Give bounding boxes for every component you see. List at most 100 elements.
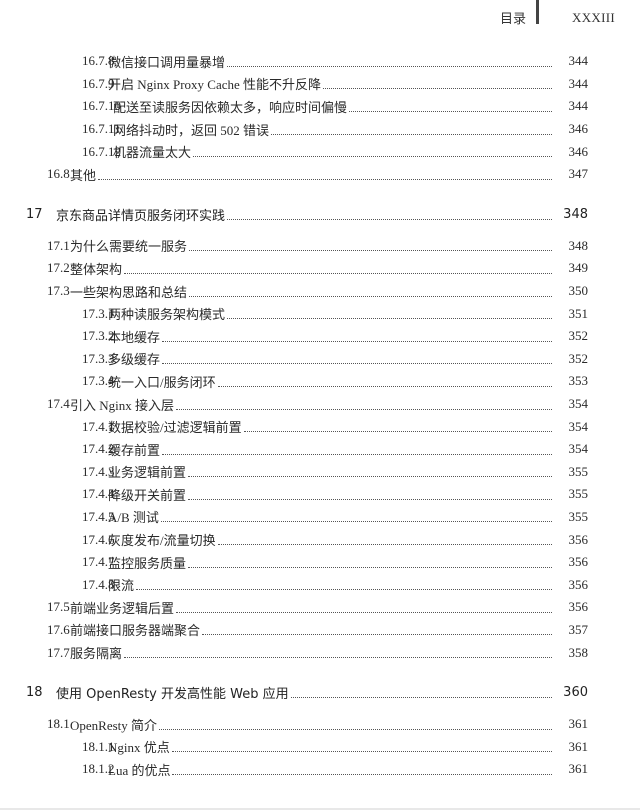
entry-title: 监控服务质量	[108, 555, 187, 571]
entry-page: 355	[568, 508, 589, 524]
toc-entry[interactable]: 18.1.2 Lua 的优点 361	[0, 758, 640, 781]
entry-title: 为什么需要统一服务	[70, 239, 188, 255]
dot-leader	[323, 88, 552, 90]
dot-leader	[188, 566, 552, 568]
toc-entry[interactable]: 17.7 服务隔离 358	[0, 641, 640, 664]
entry-page: 360	[563, 685, 588, 701]
toc-entry[interactable]: 17.3.4 统一入口/服务闭环 353	[0, 370, 640, 393]
toc-entry[interactable]: 18.1.1 Nginx 优点 361	[0, 735, 640, 758]
entry-page: 355	[568, 486, 589, 502]
toc-entry[interactable]: 17.4 引入 Nginx 接入层 354	[0, 393, 640, 416]
toc-entry[interactable]: 17.2 整体架构 349	[0, 257, 640, 280]
entry-number: 16.7.9	[82, 75, 115, 91]
table-of-contents: 16.7.8 微信接口调用量暴增 344 16.7.9 开启 Nginx Proxy C…	[0, 50, 640, 781]
entry-page: 361	[568, 716, 589, 732]
toc-chapter-entry[interactable]: 17 京东商品详情页服务闭环实践 348	[0, 203, 640, 227]
entry-page: 344	[568, 75, 589, 91]
toc-entry[interactable]: 17.5 前端业务逻辑后置 356	[0, 596, 640, 619]
dot-leader	[159, 728, 552, 730]
entry-page: 356	[568, 531, 589, 547]
toc-entry[interactable]: 17.4.8 限流 356	[0, 573, 640, 596]
dot-leader	[227, 219, 552, 221]
page-bottom-edge	[0, 808, 640, 810]
dot-leader	[124, 272, 552, 274]
entry-page: 354	[568, 418, 589, 434]
dot-leader	[188, 476, 552, 478]
entry-title: 本地缓存	[108, 329, 161, 345]
entry-page: 356	[568, 599, 589, 615]
toc-entry[interactable]: 16.7.10 配送至读服务因依赖太多，响应时间偏慢 344	[0, 95, 640, 118]
dot-leader	[217, 385, 552, 387]
entry-page: 344	[568, 53, 589, 69]
entry-page: 344	[568, 98, 589, 114]
toc-entry[interactable]: 17.4.2 缓存前置 354	[0, 438, 640, 461]
dot-leader	[349, 110, 552, 112]
dot-leader	[189, 250, 552, 252]
toc-entry[interactable]: 16.7.9 开启 Nginx Proxy Cache 性能不升反降 344	[0, 73, 640, 96]
entry-number: 17.5	[47, 599, 70, 615]
toc-entry[interactable]: 16.7.8 微信接口调用量暴增 344	[0, 50, 640, 73]
entry-number: 18	[26, 685, 43, 701]
entry-title: 业务逻辑前置	[108, 465, 187, 481]
toc-entry[interactable]: 18.1 OpenResty 简介 361	[0, 713, 640, 736]
entry-number: 17.3.4	[82, 373, 115, 389]
entry-number: 18.1	[47, 716, 70, 732]
toc-entry[interactable]: 16.7.11 网络抖动时，返回 502 错误 346	[0, 118, 640, 141]
toc-entry[interactable]: 16.8 其他 347	[0, 163, 640, 186]
toc-entry[interactable]: 17.4.6 灰度发布/流量切换 356	[0, 528, 640, 551]
dot-leader	[202, 634, 552, 636]
toc-entry[interactable]: 17.3 一些架构思路和总结 350	[0, 280, 640, 303]
toc-entry[interactable]: 17.6 前端接口服务器端聚合 357	[0, 619, 640, 642]
entry-page: 346	[568, 143, 589, 159]
header-divider	[536, 0, 539, 24]
toc-entry[interactable]: 17.4.4 降级开关前置 355	[0, 483, 640, 506]
entry-page: 361	[568, 761, 589, 777]
entry-title: 灰度发布/流量切换	[108, 533, 216, 549]
toc-entry[interactable]: 17.3.2 本地缓存 352	[0, 325, 640, 348]
entry-page: 349	[568, 260, 589, 276]
entry-number: 17.3.1	[82, 305, 115, 321]
toc-entry[interactable]: 17.1 为什么需要统一服务 348	[0, 235, 640, 258]
entry-page: 352	[568, 350, 589, 366]
entry-title: Nginx 优点	[108, 740, 170, 756]
entry-number: 17.3.3	[82, 350, 115, 366]
toc-chapter-entry[interactable]: 18 使用 OpenResty 开发高性能 Web 应用 360	[0, 681, 640, 705]
dot-leader	[243, 431, 552, 433]
entry-number: 18.1.1	[82, 738, 115, 754]
toc-entry[interactable]: 17.3.1 两种读服务架构模式 351	[0, 302, 640, 325]
entry-number: 17.4.8	[82, 576, 115, 592]
running-header-title: 目录	[500, 12, 527, 27]
entry-number: 18.1.2	[82, 761, 115, 777]
toc-entry[interactable]: 16.7.12 机器流量太大 346	[0, 140, 640, 163]
dot-leader	[172, 773, 552, 775]
entry-title: 缓存前置	[108, 442, 161, 458]
dot-leader	[162, 453, 552, 455]
entry-page: 351	[568, 305, 589, 321]
toc-entry[interactable]: 17.3.3 多级缓存 352	[0, 348, 640, 371]
dot-leader	[193, 156, 552, 158]
entry-page: 358	[568, 644, 589, 660]
dot-leader	[271, 133, 552, 135]
entry-number: 17.4.5	[82, 508, 115, 524]
dot-leader	[227, 318, 552, 320]
entry-page: 356	[568, 576, 589, 592]
entry-page: 356	[568, 554, 589, 570]
entry-title: 微信接口调用量暴增	[108, 54, 226, 70]
toc-entry[interactable]: 17.4.1 数据校验/过滤逻辑前置 354	[0, 415, 640, 438]
toc-entry[interactable]: 17.4.3 业务逻辑前置 355	[0, 461, 640, 484]
entry-number: 17.4.1	[82, 418, 115, 434]
toc-entry[interactable]: 17.4.5 A/B 测试 355	[0, 506, 640, 529]
entry-number: 16.7.10	[82, 98, 121, 114]
entry-number: 16.7.8	[82, 53, 115, 69]
entry-title: 前端接口服务器端聚合	[70, 623, 201, 639]
entry-number: 17.6	[47, 621, 70, 637]
toc-entry[interactable]: 17.4.7 监控服务质量 356	[0, 551, 640, 574]
entry-title: 数据校验/过滤逻辑前置	[108, 420, 242, 436]
entry-page: 357	[568, 621, 589, 637]
entry-number: 17	[26, 207, 43, 223]
entry-page: 361	[568, 738, 589, 754]
dot-leader	[176, 611, 552, 613]
entry-title: 服务隔离	[70, 646, 123, 662]
entry-title: 网络抖动时，返回 502 错误	[113, 122, 270, 138]
entry-title: 开启 Nginx Proxy Cache 性能不升反降	[108, 77, 322, 93]
